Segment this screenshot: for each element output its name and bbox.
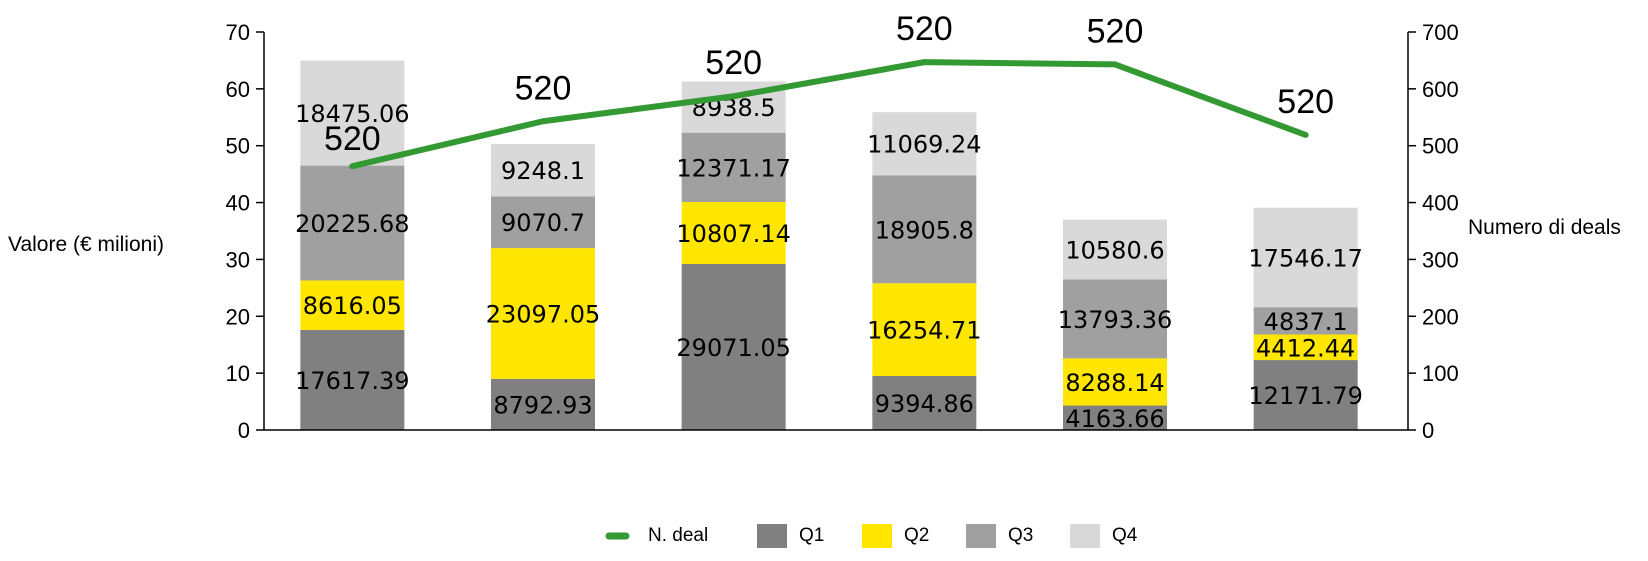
- bar-segment-q2: [1063, 358, 1167, 406]
- left-tick-label: 40: [226, 191, 250, 216]
- right-tick-label: 0: [1422, 418, 1434, 443]
- bar-segment-q3: [681, 132, 786, 203]
- bar-segment-q3: [491, 196, 595, 249]
- bar-data-label: 8616.05: [303, 292, 402, 320]
- legend: N. deal Q1 Q2 Q3 Q4: [605, 524, 1138, 548]
- legend-swatch-q1: [757, 524, 787, 548]
- bar-data-label: 11069.24: [867, 131, 982, 159]
- n-deal-line: [349, 59, 1309, 170]
- bar-data-label: 10807.14: [676, 220, 791, 248]
- bar-data-label: 4837.1: [1264, 308, 1348, 336]
- bar-segment-q1: [1253, 360, 1358, 430]
- bar-segment-q4: [300, 60, 405, 166]
- line-data-label: 520: [705, 44, 762, 82]
- right-axis-title: Numero di deals: [1468, 216, 1621, 239]
- line-data-label: 520: [324, 120, 381, 158]
- bar-segment-q4: [872, 112, 977, 176]
- bar-segment-q2: [300, 280, 405, 330]
- bar-segment-q4: [491, 144, 595, 197]
- left-tick-label: 70: [226, 20, 250, 45]
- legend-label-q3: Q3: [1008, 525, 1033, 546]
- bar-segment-q2: [491, 248, 595, 379]
- bar-data-label: 20225.68: [295, 210, 410, 238]
- left-tick-label: 30: [226, 247, 250, 272]
- line-data-label: 520: [515, 69, 572, 107]
- bar-segment-q2: [681, 202, 786, 264]
- bar-data-label: 17546.17: [1248, 244, 1363, 272]
- left-tick-label: 60: [226, 77, 250, 102]
- legend-label-q1: Q1: [799, 525, 824, 546]
- line-data-label: 520: [1087, 12, 1144, 50]
- right-tick-label: 300: [1422, 247, 1459, 272]
- bar-segment-q1: [491, 378, 595, 430]
- legend-label-q2: Q2: [904, 525, 929, 546]
- bar-data-label: 10580.6: [1065, 236, 1164, 264]
- left-tick-label: 20: [226, 304, 250, 329]
- right-y-axis: 0 100 200 300 400 500 600 700: [1407, 20, 1459, 443]
- bar-data-label: 8792.93: [493, 391, 592, 419]
- legend-swatch-q4: [1070, 524, 1100, 548]
- bar-segment-q1: [1063, 405, 1167, 430]
- right-tick-label: 700: [1422, 20, 1459, 45]
- bar-data-label: 12171.79: [1248, 382, 1363, 410]
- bar-segment-q4: [1063, 219, 1167, 280]
- left-tick-label: 50: [226, 134, 250, 159]
- legend-swatch-q2: [862, 524, 892, 548]
- bar-segment-q2: [872, 283, 977, 376]
- left-tick-label: 0: [238, 418, 250, 443]
- bar-segment-q1: [872, 375, 977, 430]
- bar-data-label: 18905.8: [875, 216, 974, 244]
- bar-data-label: 16254.71: [867, 317, 982, 345]
- right-tick-label: 500: [1422, 134, 1459, 159]
- bar-segment-q3: [872, 175, 977, 284]
- bar-data-label: 17617.39: [295, 367, 410, 395]
- right-tick-label: 400: [1422, 191, 1459, 216]
- bar-data-label: 9394.86: [875, 390, 974, 418]
- bar-segment-q2: [1253, 334, 1358, 361]
- legend-label-q4: Q4: [1112, 525, 1138, 546]
- right-tick-label: 200: [1422, 304, 1459, 329]
- bar-segment-q1: [681, 263, 786, 430]
- left-axis-title: Valore (€ milioni): [8, 233, 164, 256]
- line-data-label: 520: [896, 10, 953, 48]
- left-tick-label: 10: [226, 361, 250, 386]
- bar-data-label: 13793.36: [1058, 306, 1173, 334]
- bar-data-label: 4412.44: [1256, 334, 1355, 362]
- bar-segment-q1: [300, 329, 405, 430]
- bar-data-label: 18475.06: [295, 100, 410, 128]
- right-tick-label: 100: [1422, 361, 1459, 386]
- bar-data-label: 9248.1: [501, 157, 585, 185]
- line-data-label: 520: [1277, 83, 1334, 121]
- right-tick-label: 600: [1422, 77, 1459, 102]
- left-y-axis: 0 10 20 30 40 50 60 70: [226, 20, 265, 443]
- bar-data-label: 9070.7: [501, 209, 585, 237]
- bar-segment-q3: [1063, 279, 1167, 359]
- legend-label-n-deal: N. deal: [648, 525, 708, 546]
- bar-segment-q4: [1253, 207, 1358, 308]
- bar-data-label: 4163.66: [1065, 405, 1164, 433]
- bars-group: [300, 60, 1358, 430]
- bar-segment-q3: [300, 165, 405, 281]
- bar-data-label: 29071.05: [676, 334, 791, 362]
- bar-data-label: 12371.17: [676, 154, 791, 182]
- bar-segment-q3: [1253, 307, 1358, 335]
- legend-swatch-q3: [966, 524, 996, 548]
- bar-data-label: 23097.05: [486, 300, 601, 328]
- line-series-group: 520 520 520 520 520 520: [324, 10, 1334, 170]
- bar-data-label: 8288.14: [1065, 369, 1164, 397]
